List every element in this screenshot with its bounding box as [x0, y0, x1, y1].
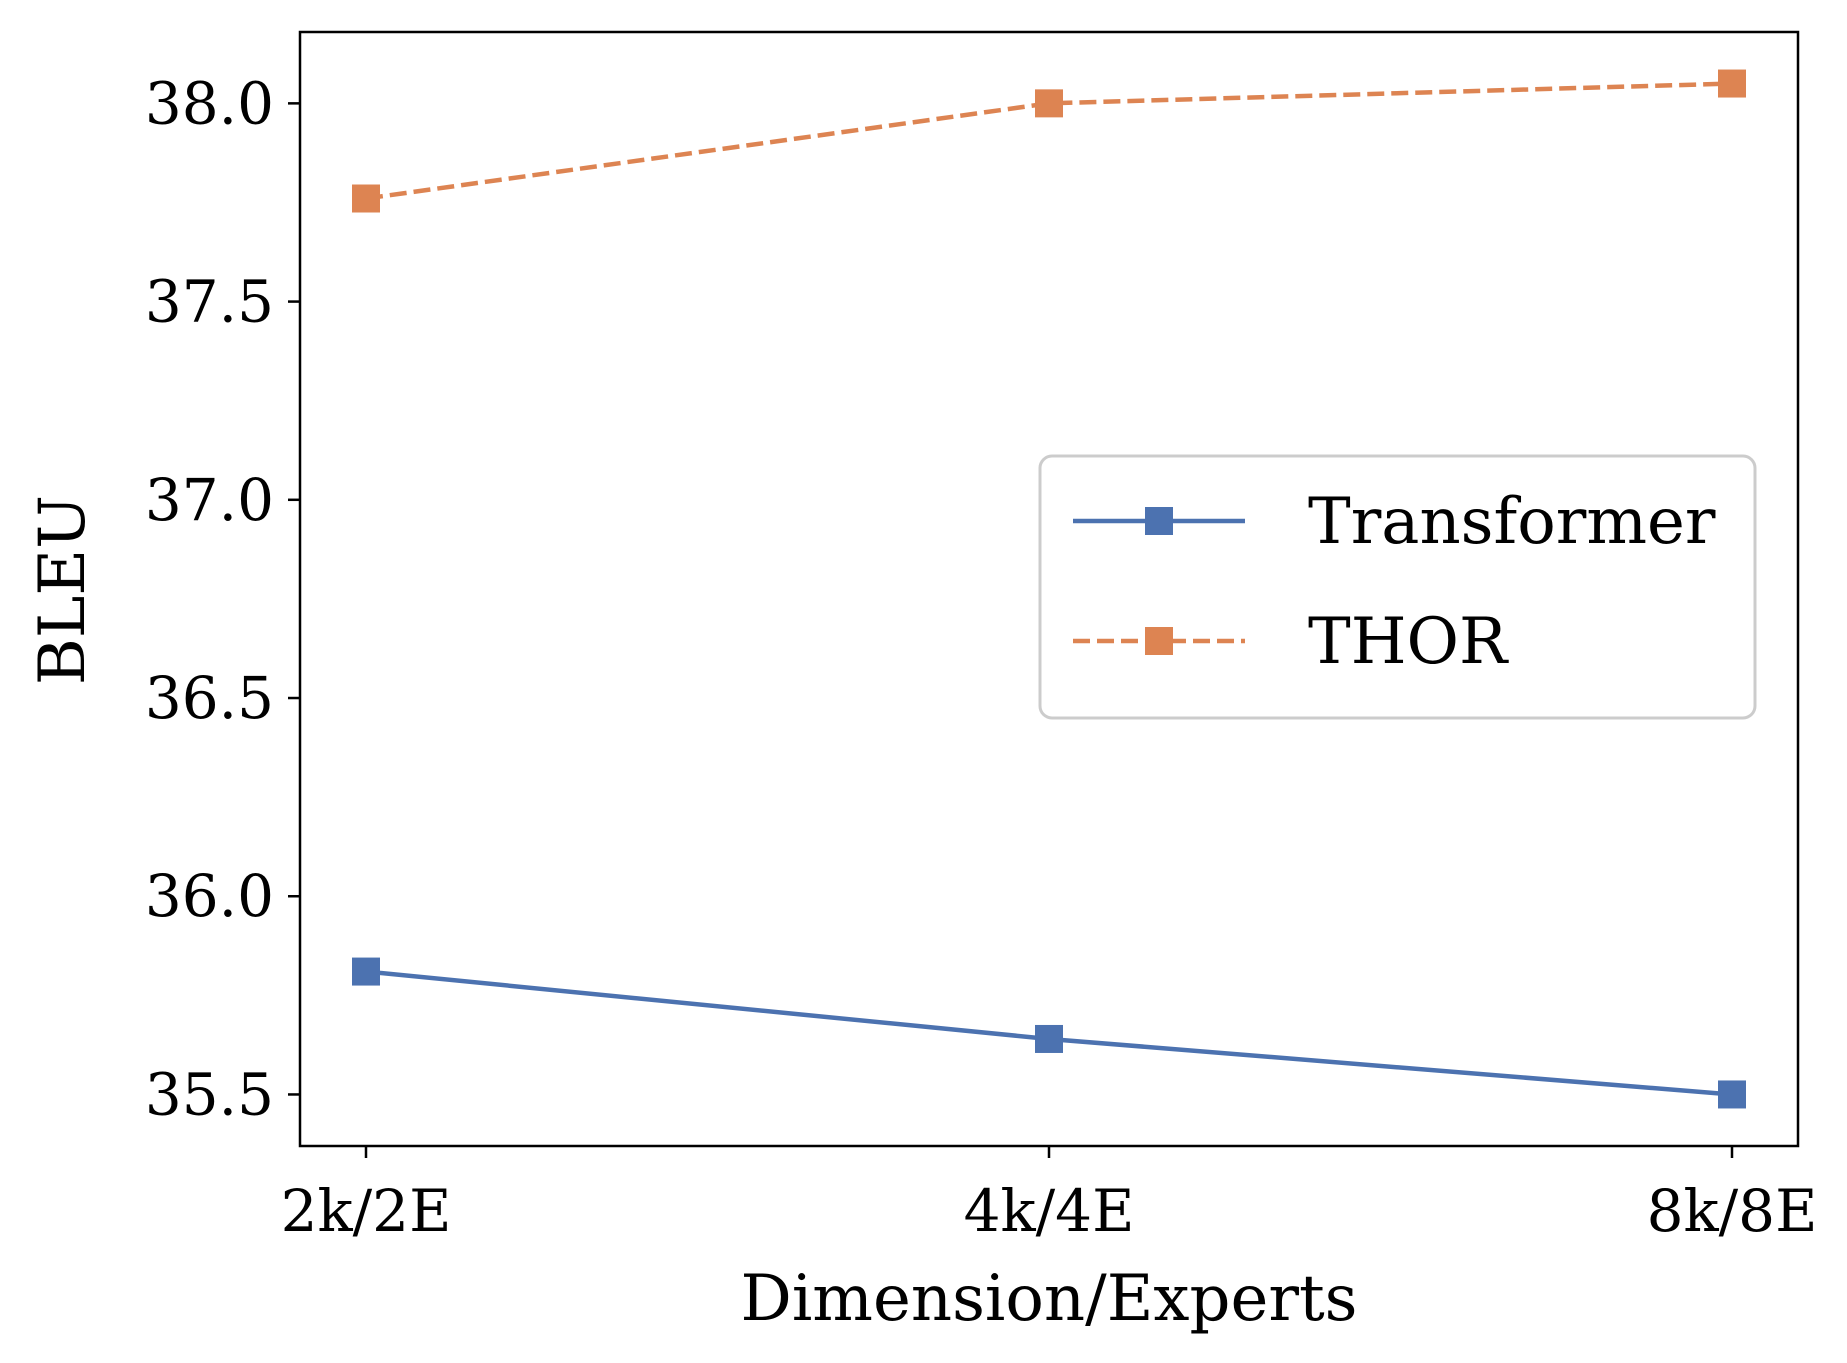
- thor-data-point: [352, 184, 380, 213]
- y-tick-label: 38.0: [145, 69, 274, 137]
- legend-transformer-label: Transformer: [1308, 485, 1716, 559]
- thor-data-point: [1718, 69, 1746, 98]
- legend-items: Transformer THOR: [1073, 485, 1716, 679]
- y-tick-label: 36.0: [145, 862, 274, 930]
- x-tick-label: 8k/8E: [1647, 1177, 1818, 1245]
- legend-transformer-marker: [1145, 507, 1173, 535]
- legend-thor-marker: [1145, 627, 1173, 655]
- thor-data-point: [1035, 89, 1063, 118]
- x-axis-ticks: 2k/2E 4k/4E 8k/8E: [281, 1146, 1818, 1245]
- transformer-data-point: [1035, 1024, 1063, 1053]
- x-tick-label: 2k/2E: [281, 1177, 452, 1245]
- y-tick-label: 36.5: [145, 664, 274, 732]
- transformer-data-point: [1718, 1080, 1746, 1109]
- transformer-data-point: [352, 957, 380, 986]
- y-axis-title: BLEU: [26, 495, 100, 685]
- y-tick-label: 37.0: [145, 466, 274, 534]
- y-axis-ticks: 35.5 36.0 36.5 37.0 37.5 38.0: [145, 69, 300, 1128]
- y-tick-label: 37.5: [145, 268, 274, 336]
- marker-layer: [352, 69, 1746, 1109]
- legend-thor-label: THOR: [1308, 605, 1509, 679]
- y-tick-label: 35.5: [145, 1060, 274, 1128]
- x-axis-title: Dimension/Experts: [741, 1262, 1358, 1336]
- x-tick-label: 4k/4E: [964, 1177, 1135, 1245]
- legend: Transformer THOR: [1038, 454, 1757, 720]
- thor-series-line: [365, 81, 1733, 201]
